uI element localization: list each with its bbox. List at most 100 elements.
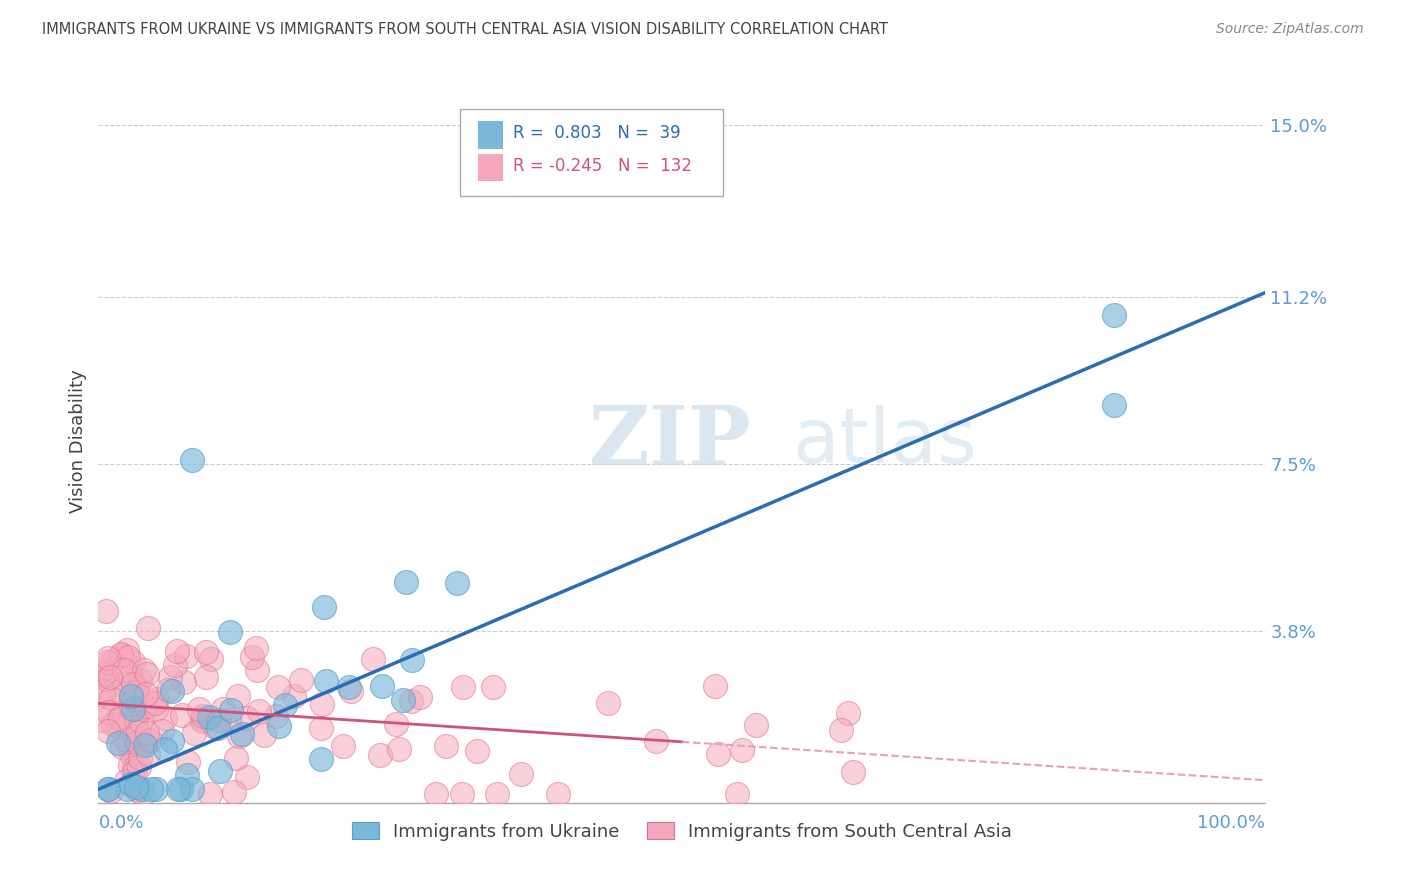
- Point: [425, 787, 447, 801]
- Point: [434, 739, 457, 753]
- Point: [236, 770, 259, 784]
- Text: IMMIGRANTS FROM UKRAINE VS IMMIGRANTS FROM SOUTH CENTRAL ASIA VISION DISABILITY : IMMIGRANTS FROM UKRAINE VS IMMIGRANTS FR…: [42, 22, 889, 37]
- Point: [246, 663, 269, 677]
- Point: [141, 782, 163, 797]
- Point: [131, 736, 153, 750]
- Point: [91, 713, 114, 727]
- Point: [100, 783, 122, 797]
- Point: [117, 649, 139, 664]
- Point: [204, 720, 226, 734]
- Point: [135, 698, 157, 713]
- Point: [332, 739, 354, 753]
- Point: [120, 697, 142, 711]
- Point: [274, 698, 297, 713]
- Point: [180, 782, 202, 797]
- Point: [236, 711, 259, 725]
- Point: [725, 787, 748, 801]
- Point: [745, 718, 768, 732]
- Point: [136, 621, 159, 635]
- Point: [311, 722, 333, 736]
- Point: [842, 765, 865, 780]
- Point: [163, 657, 186, 672]
- Point: [96, 604, 118, 618]
- Y-axis label: Vision Disability: Vision Disability: [69, 369, 87, 514]
- Point: [190, 712, 212, 726]
- Point: [703, 679, 725, 693]
- Point: [225, 750, 247, 764]
- Point: [644, 734, 666, 748]
- Bar: [478, 121, 503, 149]
- Point: [96, 672, 118, 686]
- Point: [160, 683, 183, 698]
- Point: [129, 714, 152, 728]
- Point: [194, 670, 217, 684]
- Point: [124, 764, 146, 778]
- Point: [97, 651, 120, 665]
- Point: [312, 599, 335, 614]
- Point: [245, 640, 267, 655]
- Text: Source: ZipAtlas.com: Source: ZipAtlas.com: [1216, 22, 1364, 37]
- Point: [127, 782, 149, 797]
- Point: [253, 729, 276, 743]
- Point: [166, 782, 188, 797]
- Point: [132, 663, 155, 677]
- Point: [145, 702, 167, 716]
- Point: [160, 733, 183, 747]
- Point: [100, 690, 122, 705]
- Text: 0.0%: 0.0%: [98, 814, 143, 831]
- Point: [177, 756, 200, 770]
- Point: [97, 705, 120, 719]
- Point: [401, 653, 423, 667]
- Point: [399, 694, 422, 708]
- Point: [707, 747, 730, 762]
- Point: [125, 681, 148, 696]
- Point: [395, 574, 418, 589]
- Point: [128, 750, 150, 764]
- Point: [135, 667, 157, 681]
- Point: [337, 680, 360, 694]
- Point: [128, 760, 150, 774]
- Point: [124, 761, 146, 775]
- Point: [209, 764, 232, 779]
- Point: [153, 711, 176, 725]
- Text: 100.0%: 100.0%: [1198, 814, 1265, 831]
- Point: [138, 733, 160, 747]
- Point: [731, 743, 754, 757]
- Point: [547, 787, 569, 801]
- Point: [837, 706, 859, 720]
- FancyBboxPatch shape: [460, 109, 723, 196]
- Point: [264, 709, 287, 723]
- Point: [97, 782, 120, 797]
- Point: [125, 736, 148, 750]
- Point: [124, 731, 146, 745]
- Point: [339, 684, 361, 698]
- Legend: Immigrants from Ukraine, Immigrants from South Central Asia: Immigrants from Ukraine, Immigrants from…: [344, 814, 1019, 848]
- Point: [117, 643, 139, 657]
- Point: [388, 742, 411, 756]
- Point: [465, 744, 488, 758]
- Point: [101, 717, 124, 731]
- Point: [112, 663, 135, 677]
- Point: [97, 782, 120, 797]
- Point: [309, 752, 332, 766]
- Point: [107, 736, 129, 750]
- Point: [240, 650, 263, 665]
- Point: [135, 726, 157, 740]
- Point: [266, 680, 288, 694]
- Point: [131, 782, 153, 797]
- Point: [114, 731, 136, 746]
- Point: [183, 726, 205, 740]
- Point: [311, 697, 333, 711]
- Point: [247, 704, 270, 718]
- Point: [96, 655, 118, 669]
- Point: [219, 703, 242, 717]
- Point: [176, 768, 198, 782]
- Point: [90, 664, 112, 678]
- Point: [117, 782, 139, 797]
- Point: [125, 712, 148, 726]
- Point: [207, 721, 229, 735]
- Point: [166, 644, 188, 658]
- Point: [101, 654, 124, 668]
- Point: [91, 684, 114, 698]
- Point: [218, 713, 240, 727]
